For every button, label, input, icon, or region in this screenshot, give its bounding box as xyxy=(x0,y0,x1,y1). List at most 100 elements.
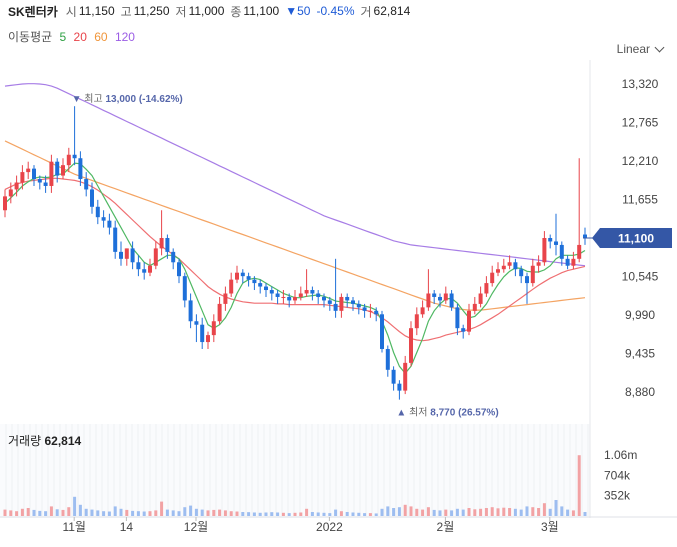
candle-body xyxy=(240,272,245,277)
volume-bar xyxy=(270,512,274,516)
ma-legend-60: 60 xyxy=(94,30,108,44)
volume-tick-label: 1.06m xyxy=(604,448,637,462)
candle-body xyxy=(194,321,199,325)
volume-bar xyxy=(84,508,88,516)
volume-panel-label: 거래량 xyxy=(8,434,42,448)
volume-tick-label: 704k xyxy=(604,468,631,482)
scale-selector[interactable]: Linear xyxy=(617,42,665,56)
volume-bar xyxy=(397,507,401,516)
close-label: 종 xyxy=(230,4,242,19)
volume-bar xyxy=(247,512,251,516)
volume-bar xyxy=(177,511,181,516)
candle-body xyxy=(200,324,205,343)
x-tick-label: 11월 xyxy=(62,520,86,534)
candle-body xyxy=(130,248,135,263)
candle-body xyxy=(43,182,48,186)
volume-bar xyxy=(78,504,82,516)
candle-body xyxy=(61,165,65,176)
volume-bar xyxy=(496,508,500,516)
volume-bar xyxy=(334,509,338,516)
low-label: 저 xyxy=(175,4,187,19)
candle-body xyxy=(37,179,42,183)
volume-bar xyxy=(171,510,175,516)
volume-bar xyxy=(229,511,233,516)
volume-bar xyxy=(165,509,169,516)
volume-bar xyxy=(339,511,343,516)
volume-bar xyxy=(571,510,575,516)
candle-body xyxy=(536,262,541,266)
candle-body xyxy=(148,265,152,273)
volume-bar xyxy=(32,509,36,516)
ma-legend-label: 이동평균 xyxy=(8,30,53,44)
price-tick-label: 12,765 xyxy=(622,116,659,130)
volume-bar xyxy=(345,512,349,516)
volume-bar xyxy=(218,509,222,516)
volume-bar xyxy=(351,512,355,516)
low-value: 11,000 xyxy=(188,4,225,18)
change-value: ▼50 xyxy=(285,4,311,18)
candle-body xyxy=(583,234,587,238)
candle-body xyxy=(351,300,355,304)
candle-body xyxy=(95,206,100,218)
candle-body xyxy=(235,272,239,280)
volume-bar xyxy=(293,512,297,516)
candle-body xyxy=(182,276,187,301)
volume-value: 62,814 xyxy=(373,4,411,18)
high-label: 고 xyxy=(120,4,132,19)
volume-bar xyxy=(38,510,42,516)
volume-bar xyxy=(3,509,7,516)
candle-body xyxy=(327,300,332,304)
volume-bar xyxy=(363,513,367,516)
candle-body xyxy=(287,296,292,301)
candle-body xyxy=(293,296,297,301)
volume-bar xyxy=(316,512,320,516)
candle-body xyxy=(20,172,25,183)
candle-body xyxy=(101,217,106,221)
volume-bar xyxy=(473,509,477,516)
volume-bar xyxy=(392,508,396,516)
candle-body xyxy=(455,307,460,329)
price-tick-label: 11,655 xyxy=(622,193,658,207)
volume-bar xyxy=(322,512,326,516)
volume-bar xyxy=(426,507,430,516)
high-value: 11,250 xyxy=(133,4,170,18)
moving-average-legend[interactable]: 이동평균 5 20 60 120 xyxy=(8,28,139,45)
candle-body xyxy=(548,238,553,242)
candle-body xyxy=(472,303,477,311)
current-price-label: 11,100 xyxy=(618,232,654,246)
volume-bar xyxy=(194,508,198,516)
candle-body xyxy=(269,290,274,294)
volume-bar xyxy=(264,512,268,516)
candle-body xyxy=(14,182,19,190)
volume-bar xyxy=(531,507,535,516)
candle-body xyxy=(438,296,442,301)
volume-bar xyxy=(258,512,262,516)
candle-body xyxy=(449,293,454,308)
candle-body xyxy=(153,248,158,266)
volume-bar xyxy=(15,511,19,516)
volume-bar xyxy=(131,510,135,516)
candle-body xyxy=(264,286,268,291)
candle-body xyxy=(443,293,448,301)
price-tick-label: 9,990 xyxy=(625,308,655,322)
volume-bar xyxy=(502,507,506,516)
volume-bar xyxy=(403,504,407,516)
candle-body xyxy=(339,296,344,311)
volume-bar xyxy=(450,510,454,516)
volume-bar xyxy=(61,509,65,516)
volume-bar xyxy=(160,501,164,516)
candle-body xyxy=(229,279,234,294)
volume-bar xyxy=(374,513,378,516)
candle-body xyxy=(496,269,500,273)
price-tick-label: 10,545 xyxy=(622,270,659,284)
ma-legend-120: 120 xyxy=(114,30,135,44)
candle-body xyxy=(246,276,251,280)
volume-bar xyxy=(148,511,152,516)
volume-bar xyxy=(119,508,123,516)
candle-body xyxy=(356,303,361,308)
volume-bar xyxy=(90,509,94,516)
candle-body xyxy=(316,293,321,297)
volume-panel-bg xyxy=(0,424,590,518)
volume-bar xyxy=(542,503,546,516)
